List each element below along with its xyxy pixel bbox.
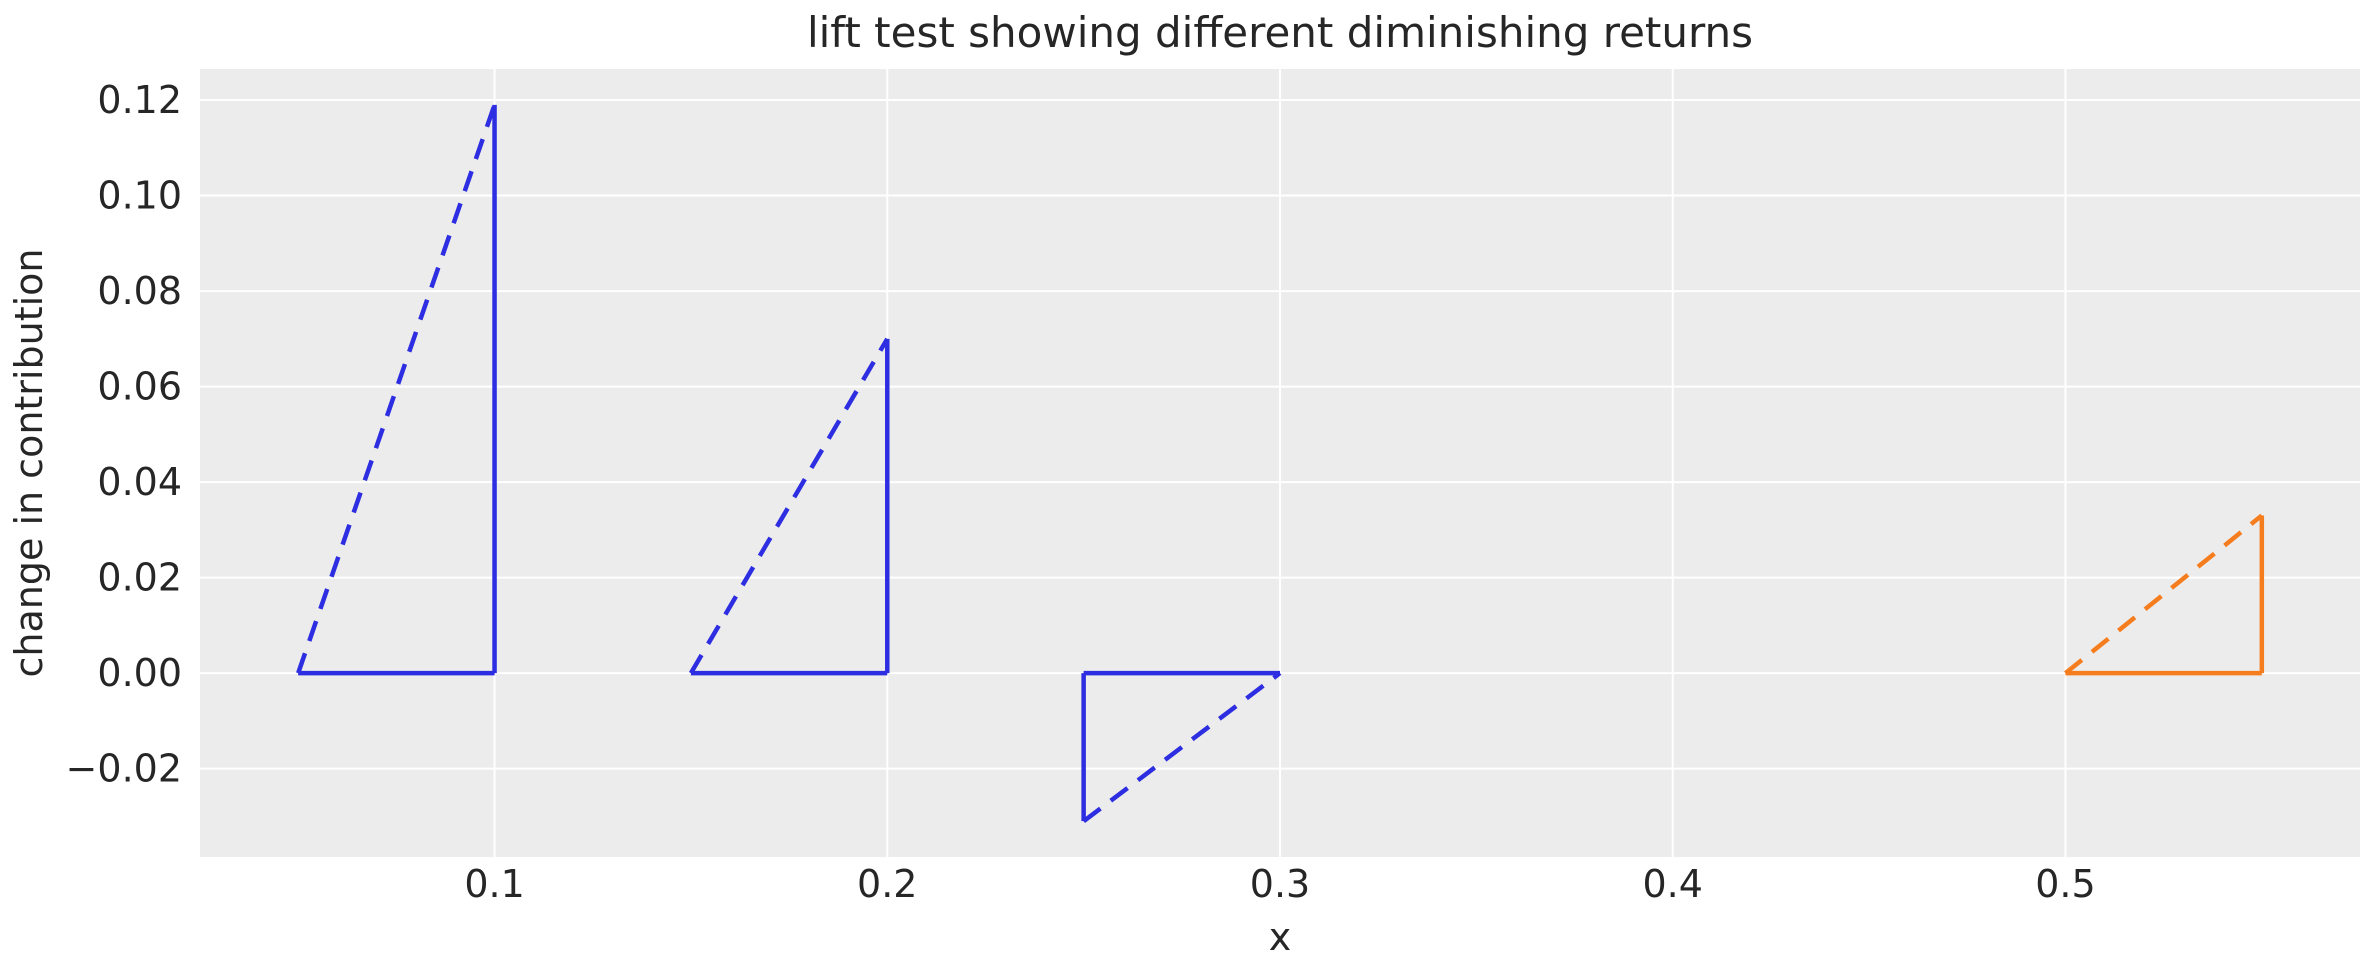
- y-tick-label: 0.06: [97, 365, 182, 409]
- x-tick-label: 0.2: [857, 862, 917, 906]
- x-axis-label: x: [1269, 915, 1292, 959]
- triangle-dashed-hypotenuse: [688, 337, 890, 675]
- y-tick-label: 0.12: [97, 78, 182, 122]
- y-axis-label: change in contribution: [7, 249, 51, 678]
- y-tick-label: 0.04: [97, 460, 182, 504]
- y-tick-label: 0.10: [97, 174, 182, 218]
- x-tick-labels: 0.1 0.2 0.3 0.4 0.5: [464, 862, 2095, 906]
- lift-triangles: [296, 104, 2265, 823]
- y-tick-label: −0.02: [66, 747, 182, 791]
- x-tick-label: 0.5: [2035, 862, 2095, 906]
- chart-title: lift test showing different diminishing …: [807, 8, 1753, 57]
- y-tick-label: 0.02: [97, 556, 182, 600]
- x-tick-label: 0.3: [1250, 862, 1310, 906]
- x-tick-label: 0.1: [464, 862, 524, 906]
- triangle-dashed-hypotenuse: [2064, 513, 2264, 675]
- y-tick-label: 0.00: [97, 651, 182, 695]
- gridlines: [200, 69, 2360, 857]
- x-tick-label: 0.4: [1643, 862, 1703, 906]
- y-tick-labels: −0.02 0.00 0.02 0.04 0.06 0.08 0.10 0.12: [66, 78, 182, 791]
- triangle-dashed-hypotenuse: [1082, 671, 1282, 823]
- y-tick-label: 0.08: [97, 269, 182, 313]
